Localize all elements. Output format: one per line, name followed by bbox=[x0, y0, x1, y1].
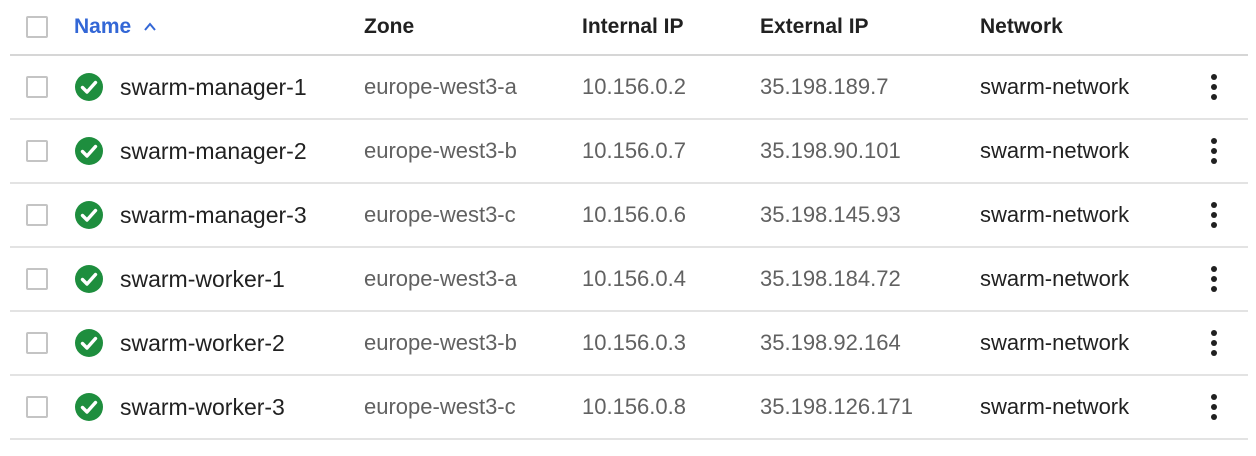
row-checkbox[interactable] bbox=[26, 396, 48, 418]
instance-name-link[interactable]: swarm-manager-3 bbox=[120, 201, 307, 228]
more-vert-icon[interactable] bbox=[1210, 73, 1218, 101]
instance-name-cell: swarm-worker-2 bbox=[74, 312, 285, 374]
column-header-name-label: Name bbox=[74, 15, 132, 38]
more-vert-icon[interactable] bbox=[1210, 201, 1218, 229]
internal-ip-cell: 10.156.0.2 bbox=[582, 74, 686, 99]
internal-ip-cell: 10.156.0.4 bbox=[582, 266, 686, 291]
row-select-cell bbox=[26, 376, 50, 438]
table-row: swarm-manager-1 europe-west3-a 10.156.0.… bbox=[10, 56, 1248, 120]
column-header-network[interactable]: Network bbox=[980, 15, 1063, 38]
table-row: swarm-manager-2 europe-west3-b 10.156.0.… bbox=[10, 120, 1248, 184]
table-header-row: Name Zone Internal IP External IP Networ… bbox=[10, 0, 1248, 56]
internal-ip-cell: 10.156.0.3 bbox=[582, 330, 686, 355]
row-select-cell bbox=[26, 312, 50, 374]
instance-name-cell: swarm-worker-3 bbox=[74, 376, 285, 438]
check-circle-icon bbox=[75, 201, 103, 229]
column-header-external-ip[interactable]: External IP bbox=[760, 15, 869, 38]
more-vert-icon[interactable] bbox=[1210, 329, 1218, 357]
select-all-checkbox[interactable] bbox=[26, 16, 48, 38]
instance-name-link[interactable]: swarm-manager-2 bbox=[120, 137, 307, 164]
instance-name-cell: swarm-worker-1 bbox=[74, 248, 285, 310]
more-vert-icon[interactable] bbox=[1210, 393, 1218, 421]
row-select-cell bbox=[26, 56, 50, 118]
instance-name-cell: swarm-manager-1 bbox=[74, 56, 307, 118]
internal-ip-cell: 10.156.0.7 bbox=[582, 138, 686, 163]
select-all-cell bbox=[26, 0, 50, 54]
check-circle-icon bbox=[75, 137, 103, 165]
row-actions-cell bbox=[1198, 376, 1230, 438]
row-checkbox[interactable] bbox=[26, 140, 48, 162]
external-ip-link[interactable]: 35.198.189.7 bbox=[760, 74, 889, 99]
network-link[interactable]: swarm-network bbox=[980, 74, 1130, 99]
row-select-cell bbox=[26, 248, 50, 310]
instance-name-cell: swarm-manager-2 bbox=[74, 120, 307, 182]
row-select-cell bbox=[26, 184, 50, 246]
network-link[interactable]: swarm-network bbox=[980, 330, 1130, 355]
external-ip-link[interactable]: 35.198.145.93 bbox=[760, 202, 901, 227]
column-header-internal-ip[interactable]: Internal IP bbox=[582, 15, 684, 38]
check-circle-icon bbox=[75, 329, 103, 357]
row-actions-cell bbox=[1198, 56, 1230, 118]
sort-ascending-icon[interactable] bbox=[143, 20, 157, 34]
external-ip-link[interactable]: 35.198.92.164 bbox=[760, 330, 901, 355]
table-row: swarm-manager-3 europe-west3-c 10.156.0.… bbox=[10, 184, 1248, 248]
external-ip-link[interactable]: 35.198.184.72 bbox=[760, 266, 901, 291]
table-row: swarm-worker-3 europe-west3-c 10.156.0.8… bbox=[10, 376, 1248, 440]
instance-name-link[interactable]: swarm-manager-1 bbox=[120, 73, 307, 100]
table-row: swarm-worker-2 europe-west3-b 10.156.0.3… bbox=[10, 312, 1248, 376]
external-ip-link[interactable]: 35.198.126.171 bbox=[760, 394, 913, 419]
instance-name-link[interactable]: swarm-worker-1 bbox=[120, 265, 285, 292]
row-checkbox[interactable] bbox=[26, 268, 48, 290]
instance-name-cell: swarm-manager-3 bbox=[74, 184, 307, 246]
vm-instances-table: Name Zone Internal IP External IP Networ… bbox=[10, 0, 1248, 440]
check-circle-icon bbox=[75, 265, 103, 293]
zone-cell: europe-west3-c bbox=[364, 394, 516, 419]
internal-ip-cell: 10.156.0.8 bbox=[582, 394, 686, 419]
row-actions-cell bbox=[1198, 248, 1230, 310]
more-vert-icon[interactable] bbox=[1210, 137, 1218, 165]
row-actions-cell bbox=[1198, 184, 1230, 246]
zone-cell: europe-west3-b bbox=[364, 330, 517, 355]
zone-cell: europe-west3-a bbox=[364, 266, 517, 291]
check-circle-icon bbox=[75, 73, 103, 101]
network-link[interactable]: swarm-network bbox=[980, 138, 1130, 163]
instance-name-link[interactable]: swarm-worker-2 bbox=[120, 329, 285, 356]
zone-cell: europe-west3-b bbox=[364, 138, 517, 163]
row-checkbox[interactable] bbox=[26, 332, 48, 354]
column-header-zone[interactable]: Zone bbox=[364, 15, 415, 38]
network-link[interactable]: swarm-network bbox=[980, 202, 1130, 227]
zone-cell: europe-west3-c bbox=[364, 202, 516, 227]
instance-name-link[interactable]: swarm-worker-3 bbox=[120, 393, 285, 420]
check-circle-icon bbox=[75, 393, 103, 421]
row-select-cell bbox=[26, 120, 50, 182]
row-actions-cell bbox=[1198, 120, 1230, 182]
zone-cell: europe-west3-a bbox=[364, 74, 517, 99]
network-link[interactable]: swarm-network bbox=[980, 394, 1130, 419]
external-ip-link[interactable]: 35.198.90.101 bbox=[760, 138, 901, 163]
more-vert-icon[interactable] bbox=[1210, 265, 1218, 293]
row-checkbox[interactable] bbox=[26, 204, 48, 226]
network-link[interactable]: swarm-network bbox=[980, 266, 1130, 291]
table-row: swarm-worker-1 europe-west3-a 10.156.0.4… bbox=[10, 248, 1248, 312]
row-actions-cell bbox=[1198, 312, 1230, 374]
column-header-name[interactable]: Name bbox=[74, 0, 157, 54]
internal-ip-cell: 10.156.0.6 bbox=[582, 202, 686, 227]
table-body: swarm-manager-1 europe-west3-a 10.156.0.… bbox=[10, 56, 1248, 440]
row-checkbox[interactable] bbox=[26, 76, 48, 98]
